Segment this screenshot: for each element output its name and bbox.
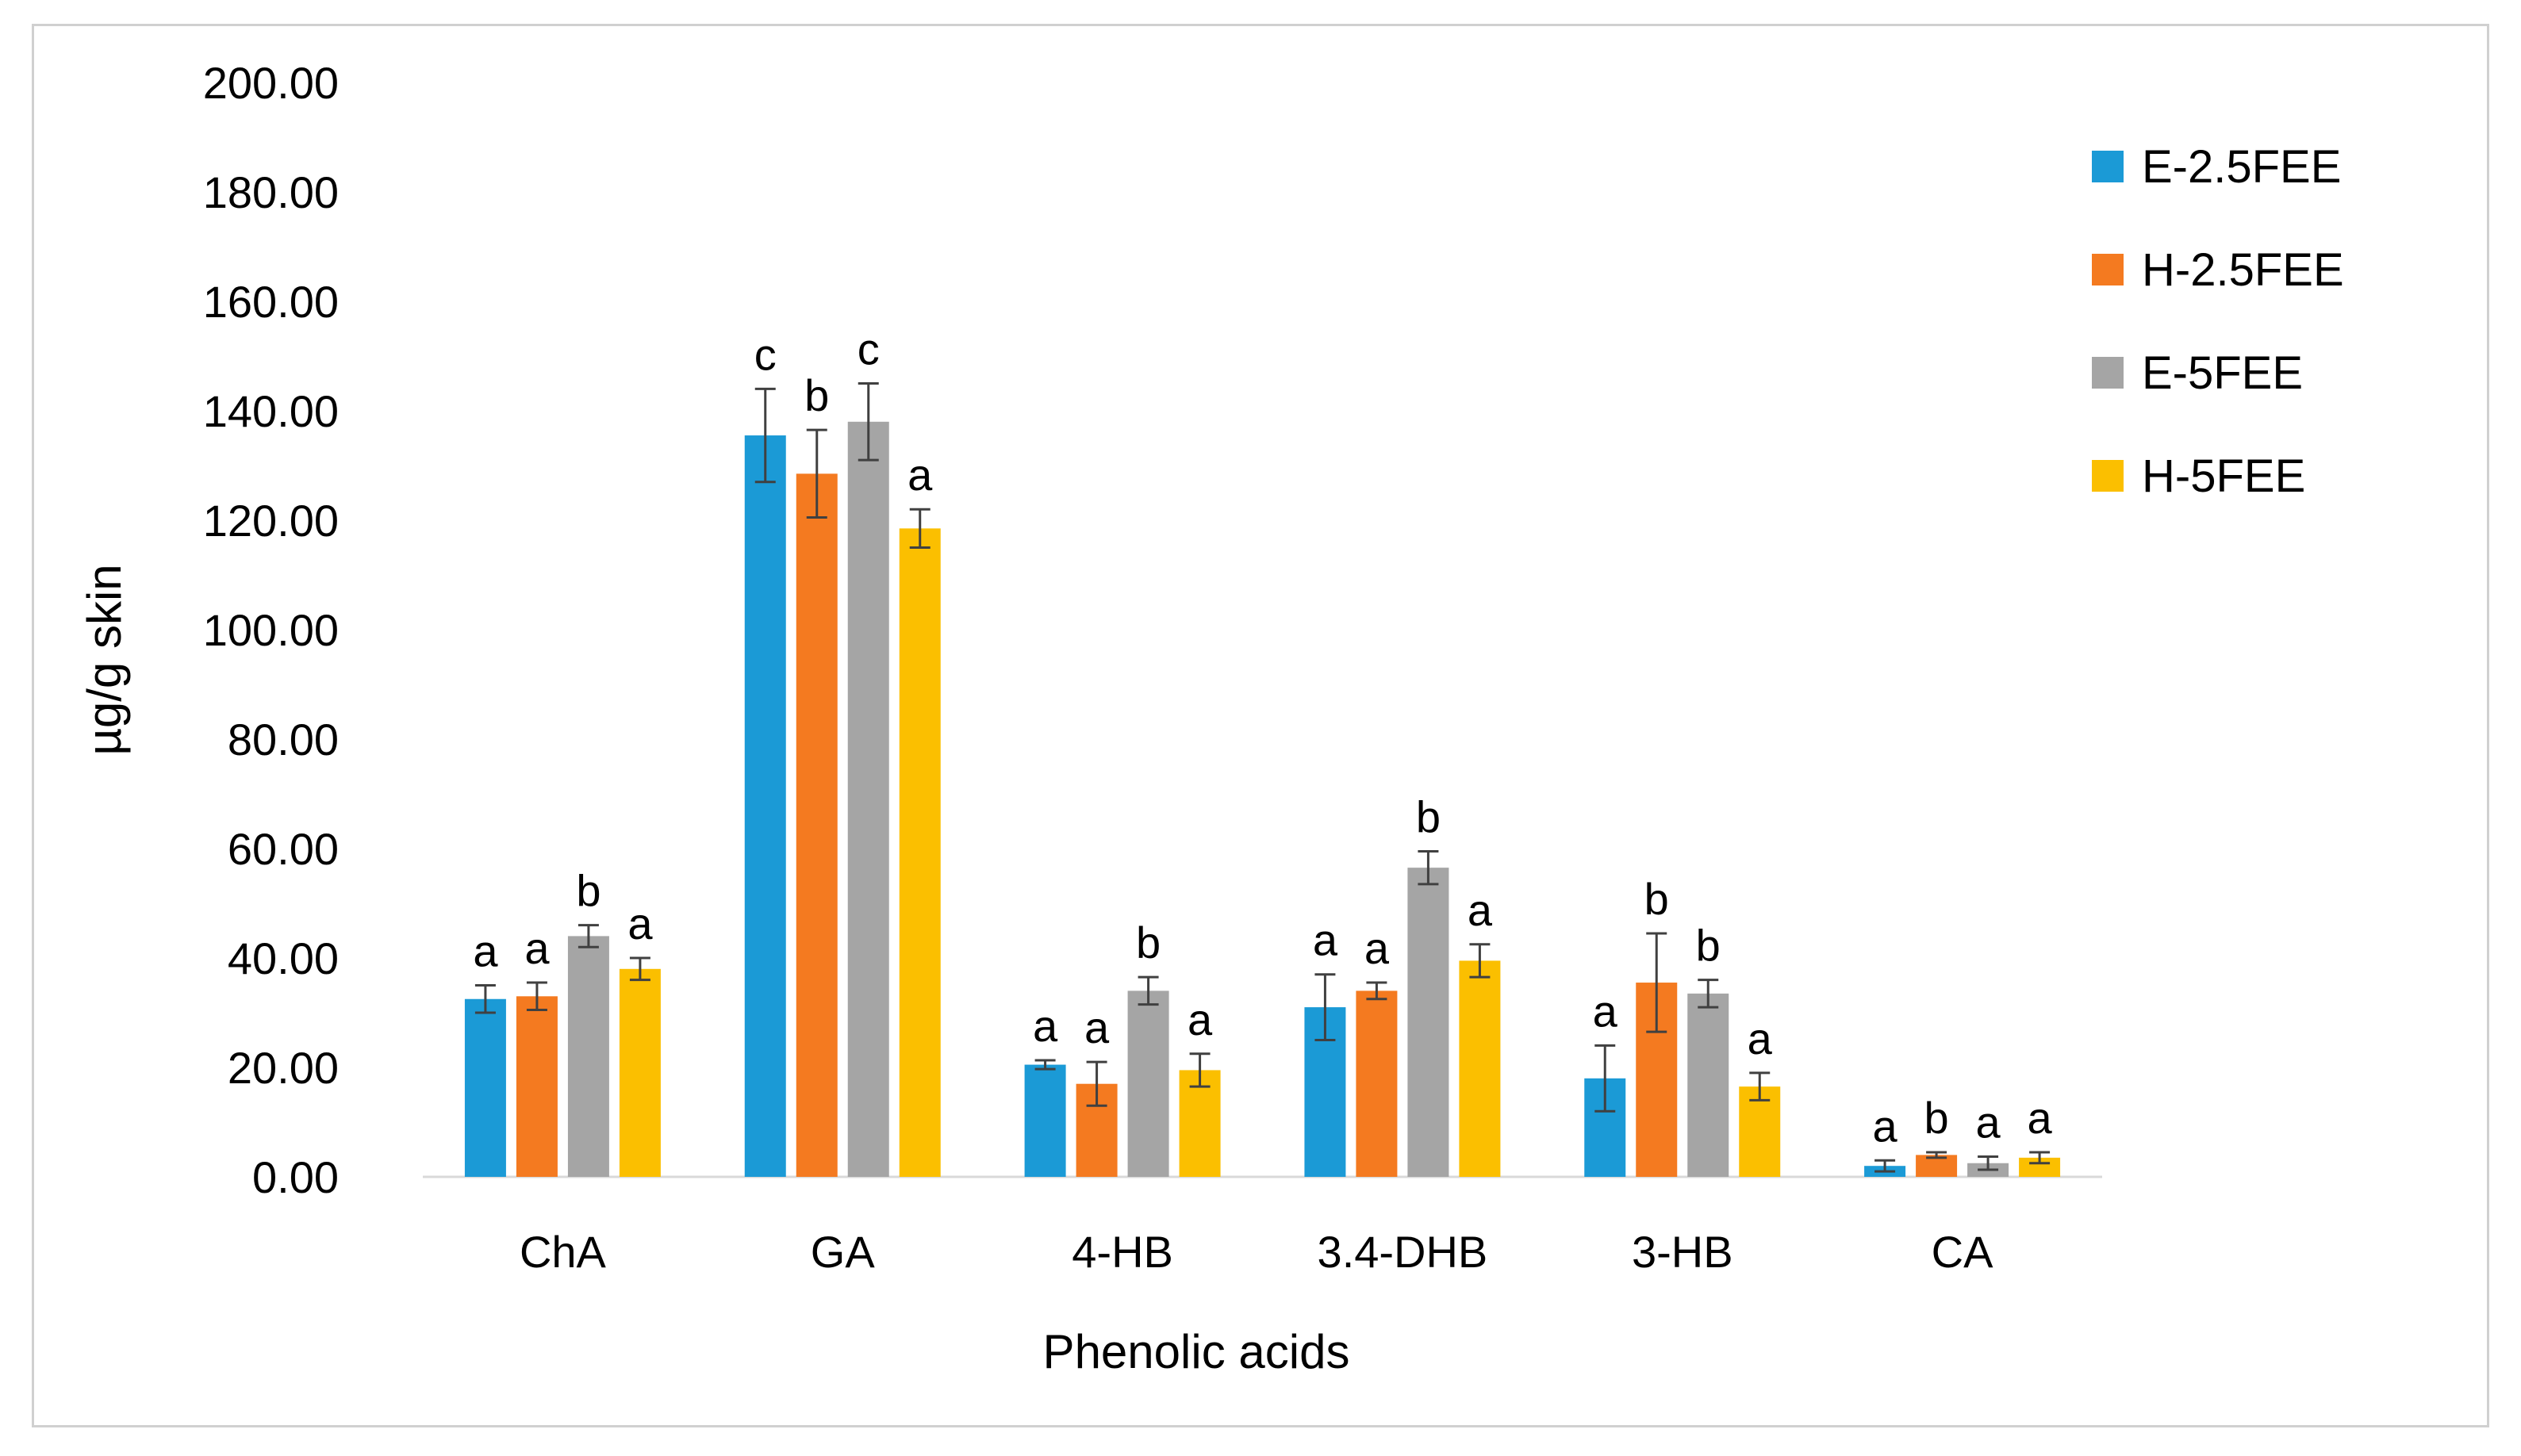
y-tick-label: 160.00 [203,277,339,327]
bar [1459,960,1501,1177]
bar [1687,993,1729,1177]
significance-label: b [576,866,601,916]
significance-label: b [1924,1093,1949,1143]
significance-label: a [1468,885,1493,935]
significance-label: a [1188,994,1213,1044]
y-tick-label: 180.00 [203,167,339,217]
bar [567,936,609,1177]
legend-swatch [2092,460,2124,492]
legend-swatch [2092,151,2124,182]
significance-label: a [627,899,653,948]
legend-label: H-2.5FEE [2142,244,2344,296]
bar [1407,868,1449,1177]
bar [847,421,889,1177]
legend-label: E-5FEE [2142,347,2303,399]
significance-label: a [1593,986,1618,1036]
bar [516,996,558,1177]
bar [1024,1064,1066,1177]
significance-label: a [2028,1093,2053,1143]
significance-label: a [1313,915,1338,965]
y-tick-label: 20.00 [228,1043,339,1093]
legend-swatch [2092,357,2124,389]
y-tick-label: 200.00 [203,58,339,108]
bar [796,473,838,1177]
y-tick-label: 120.00 [203,496,339,546]
y-tick-label: 0.00 [252,1152,339,1202]
bar [1127,990,1169,1177]
y-tick-label: 60.00 [228,824,339,874]
x-tick-label: ChA [520,1227,607,1277]
x-axis-title: Phenolic acids [1043,1325,1350,1378]
y-tick-label: 100.00 [203,605,339,655]
significance-label: a [1084,1002,1110,1052]
significance-label: b [1644,874,1669,924]
significance-label: a [1976,1097,2001,1147]
y-tick-label: 80.00 [228,715,339,764]
significance-label: a [1748,1013,1773,1063]
significance-label: b [1136,918,1161,967]
legend-label: E-2.5FEE [2142,141,2341,193]
significance-label: b [1696,921,1721,971]
bar [464,998,506,1177]
chart-frame [32,24,2489,1427]
x-tick-label: 4-HB [1072,1227,1173,1277]
legend-label: H-5FEE [2142,450,2305,502]
x-axis-labels: ChA GA 4-HB 3.4-DHB 3-HB CA [520,1227,1993,1277]
significance-label: a [907,450,933,500]
y-tick-label: 40.00 [228,933,339,983]
legend: E-2.5FEE H-2.5FEE E-5FEE H-5FEE [2092,141,2344,502]
bar [744,435,786,1177]
x-tick-label: 3.4-DHB [1318,1227,1488,1277]
bar [619,968,661,1177]
x-tick-label: 3-HB [1632,1227,1733,1277]
legend-swatch [2092,254,2124,285]
x-tick-label: CA [1932,1227,1993,1277]
significance-label: c [754,329,777,379]
significance-label: a [1033,1001,1058,1051]
significance-label: b [804,370,829,420]
y-axis-title: µg/g skin [78,564,131,755]
significance-label: b [1416,791,1441,841]
significance-label: a [1364,923,1390,973]
significance-label: c [858,324,880,374]
x-tick-label: GA [811,1227,876,1277]
bar [1356,990,1398,1177]
y-axis-ticks: 0.00 20.00 40.00 60.00 80.00 100.00 120.00 140.… [203,58,339,1202]
significance-label: a [1873,1101,1898,1151]
bar [899,528,941,1177]
significance-label: a [524,923,550,973]
bar [1739,1086,1781,1177]
significance-label: a [473,926,498,976]
bar [1179,1070,1221,1177]
y-tick-label: 140.00 [203,386,339,436]
